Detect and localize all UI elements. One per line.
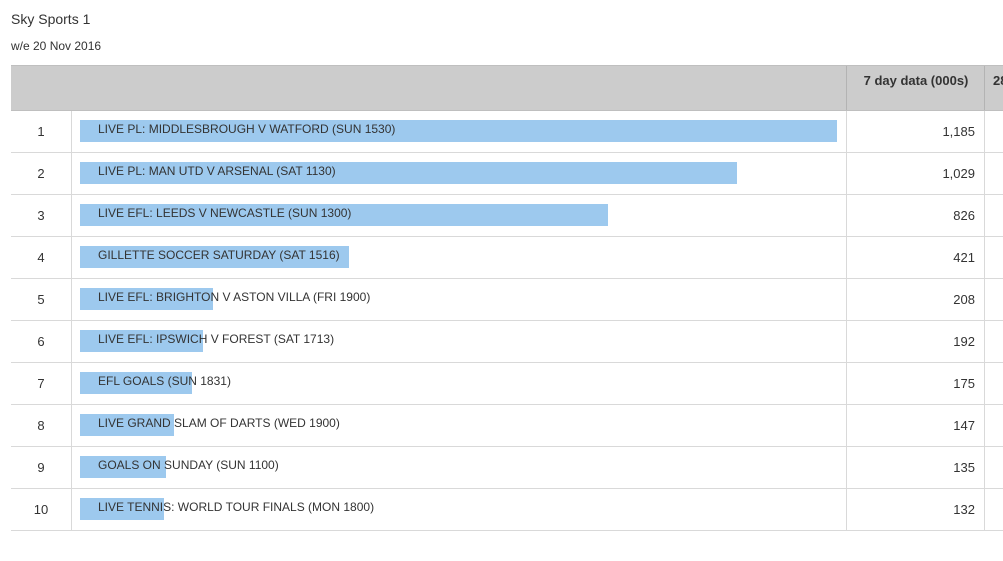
column-divider: [984, 321, 985, 362]
table-row[interactable]: 5 LIVE EFL: BRIGHTON V ASTON VILLA (FRI 1…: [11, 279, 1003, 321]
value-label: 147: [953, 418, 975, 433]
programme-label: LIVE PL: MAN UTD V ARSENAL (SAT 1130): [98, 164, 336, 178]
column-divider: [846, 363, 847, 404]
column-divider: [71, 153, 72, 194]
rank-label: 1: [37, 124, 45, 139]
column-divider: [984, 279, 985, 320]
column-divider: [984, 153, 985, 194]
column-divider: [846, 195, 847, 236]
table-body: 1 LIVE PL: MIDDLESBROUGH V WATFORD (SUN 1…: [11, 111, 1003, 531]
column-divider: [71, 405, 72, 446]
table-row[interactable]: 6 LIVE EFL: IPSWICH V FOREST (SAT 1713) 19…: [11, 321, 1003, 363]
table-row[interactable]: 10 LIVE TENNIS: WORLD TOUR FINALS (MON 18…: [11, 489, 1003, 531]
column-divider: [984, 111, 985, 152]
column-divider: [71, 237, 72, 278]
bar: [80, 372, 192, 394]
column-divider: [984, 405, 985, 446]
value-label: 1,029: [942, 166, 975, 181]
value-label: 826: [953, 208, 975, 223]
rank-label: 6: [37, 334, 45, 349]
column-divider: [71, 279, 72, 320]
programme-label: LIVE GRAND SLAM OF DARTS (WED 1900): [98, 416, 340, 430]
column-divider: [846, 153, 847, 194]
table-row[interactable]: 1 LIVE PL: MIDDLESBROUGH V WATFORD (SUN 1…: [11, 111, 1003, 153]
chart-title: Sky Sports 1: [11, 11, 91, 27]
value-label: 192: [953, 334, 975, 349]
column-divider: [71, 447, 72, 488]
bar: [80, 246, 349, 268]
column-divider: [846, 237, 847, 278]
programme-label: LIVE PL: MIDDLESBROUGH V WATFORD (SUN 15…: [98, 122, 396, 136]
bar: [80, 162, 737, 184]
value-label: 175: [953, 376, 975, 391]
value-label: 135: [953, 460, 975, 475]
rank-label: 5: [37, 292, 45, 307]
rank-label: 2: [37, 166, 45, 181]
rank-label: 10: [33, 502, 49, 517]
column-divider: [984, 237, 985, 278]
column-divider: [984, 489, 985, 530]
rank-label: 9: [37, 460, 45, 475]
column-divider: [71, 195, 72, 236]
column-divider: [846, 405, 847, 446]
column-divider: [846, 279, 847, 320]
table-row[interactable]: 3 LIVE EFL: LEEDS V NEWCASTLE (SUN 1300) 8…: [11, 195, 1003, 237]
column-divider: [846, 489, 847, 530]
value-label: 1,185: [942, 124, 975, 139]
column-divider: [71, 111, 72, 152]
bar: [80, 204, 608, 226]
table-row[interactable]: 4 GILLETTE SOCCER SATURDAY (SAT 1516) 421: [11, 237, 1003, 279]
column-divider: [846, 447, 847, 488]
bar: [80, 330, 203, 352]
table-row[interactable]: 2 LIVE PL: MAN UTD V ARSENAL (SAT 1130) 1,…: [11, 153, 1003, 195]
table-row[interactable]: 8 LIVE GRAND SLAM OF DARTS (WED 1900) 147: [11, 405, 1003, 447]
chart-subtitle: w/e 20 Nov 2016: [11, 39, 102, 53]
bar: [80, 120, 837, 142]
column-divider: [846, 321, 847, 362]
column-divider: [984, 195, 985, 236]
column-divider: [846, 111, 847, 152]
bar: [80, 498, 164, 520]
rank-label: 4: [37, 250, 45, 265]
programme-label: LIVE TENNIS: WORLD TOUR FINALS (MON 1800…: [98, 500, 375, 514]
bar: [80, 456, 166, 478]
table-row[interactable]: 7 EFL GOALS (SUN 1831) 175: [11, 363, 1003, 405]
column-header-28-day[interactable]: 28: [984, 66, 1003, 110]
column-divider: [984, 363, 985, 404]
bar: [80, 288, 213, 310]
programme-label: LIVE EFL: LEEDS V NEWCASTLE (SUN 1300): [98, 206, 352, 220]
column-header-7-day[interactable]: 7 day data (000s): [846, 66, 985, 110]
value-label: 132: [953, 502, 975, 517]
table-row[interactable]: 9 GOALS ON SUNDAY (SUN 1100) 135: [11, 447, 1003, 489]
column-divider: [71, 363, 72, 404]
programme-label: LIVE EFL: IPSWICH V FOREST (SAT 1713): [98, 332, 335, 346]
programme-label: LIVE EFL: BRIGHTON V ASTON VILLA (FRI 19…: [98, 290, 371, 304]
rank-label: 3: [37, 208, 45, 223]
programme-label: GILLETTE SOCCER SATURDAY (SAT 1516): [98, 248, 340, 262]
value-label: 421: [953, 250, 975, 265]
column-divider: [984, 447, 985, 488]
table-header: 7 day data (000s) 28: [11, 65, 1003, 111]
programme-label: GOALS ON SUNDAY (SUN 1100): [98, 458, 279, 472]
column-divider: [71, 489, 72, 530]
programme-label: EFL GOALS (SUN 1831): [98, 374, 231, 388]
column-divider: [71, 321, 72, 362]
bar: [80, 414, 174, 436]
rank-label: 7: [37, 376, 45, 391]
value-label: 208: [953, 292, 975, 307]
rank-label: 8: [37, 418, 45, 433]
